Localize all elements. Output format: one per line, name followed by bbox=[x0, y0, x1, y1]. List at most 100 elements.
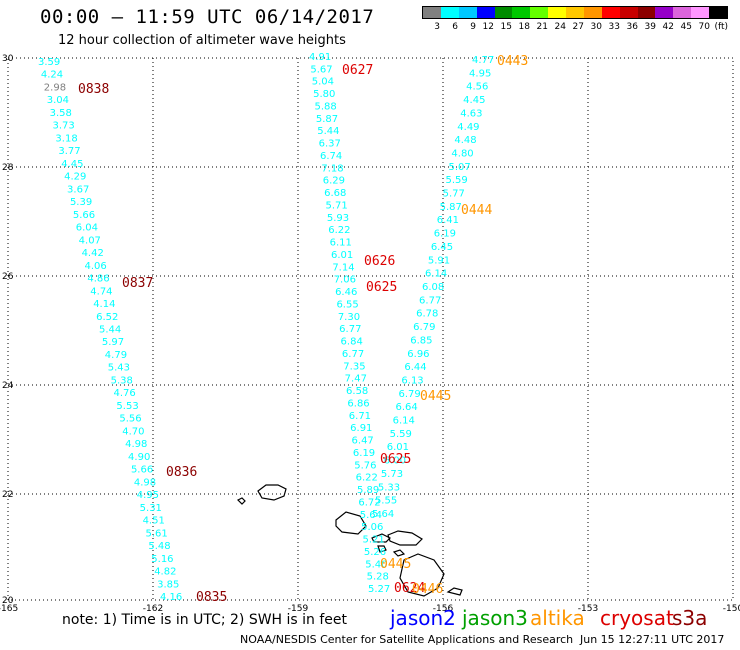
wave-height-value: 5.59 bbox=[390, 429, 412, 440]
wave-height-value: 4.29 bbox=[64, 172, 86, 183]
longitude-label: -150 bbox=[723, 604, 740, 614]
island-outline bbox=[236, 497, 246, 505]
wave-height-value: 6.41 bbox=[437, 215, 459, 226]
wave-height-value: 4.45 bbox=[61, 159, 83, 170]
pass-label-s3a: 0836 bbox=[166, 465, 197, 480]
pass-label-s3a: 0835 bbox=[196, 590, 227, 605]
latitude-label: 26 bbox=[2, 272, 14, 282]
wave-height-value: 5.64 bbox=[372, 509, 394, 520]
pass-label-cryosat: 0626 bbox=[364, 254, 395, 269]
wave-height-value: 5.43 bbox=[108, 363, 130, 374]
wave-height-value: 6.01 bbox=[387, 442, 409, 453]
scale-tick-label: 15 bbox=[500, 22, 512, 32]
wave-height-value: 4.48 bbox=[454, 135, 476, 146]
wave-height-value: 6.74 bbox=[320, 151, 342, 162]
scale-tick-label: 9 bbox=[470, 22, 476, 32]
wave-height-value: 6.84 bbox=[341, 337, 363, 348]
scale-swatch bbox=[494, 7, 513, 18]
wave-height-value: 6.13 bbox=[401, 375, 423, 386]
wave-height-value: 2.98 bbox=[44, 82, 66, 93]
latitude-label: 30 bbox=[2, 54, 14, 64]
wave-height-value: 3.18 bbox=[55, 133, 77, 144]
scale-swatch bbox=[423, 7, 441, 18]
wave-height-readings: 3.59 4.242.98 3.04 3.58 3.733.18 3.77 4.45 4.29… bbox=[38, 52, 494, 603]
pass-label-cryosat: 0625 bbox=[380, 452, 411, 467]
scale-tick-label: 21 bbox=[536, 22, 548, 32]
wave-height-value: 5.56 bbox=[119, 414, 141, 425]
wave-height-value: 3.77 bbox=[58, 146, 80, 157]
wave-height-value: 6.45 bbox=[431, 242, 453, 253]
wave-height-value: 4.95 bbox=[469, 68, 491, 79]
wave-height-value: 6.46 bbox=[335, 287, 357, 298]
footer-note: note: 1) Time is in UTC; 2) SWH is in fe… bbox=[62, 612, 348, 628]
wave-height-value: 5.16 bbox=[151, 554, 173, 565]
pass-label-altika: 0445 bbox=[420, 389, 451, 404]
wave-height-value: 5.06 bbox=[361, 522, 383, 533]
scale-swatch bbox=[673, 7, 692, 18]
wave-height-value: 5.38 bbox=[111, 375, 133, 386]
scale-swatch bbox=[601, 7, 620, 18]
wave-height-value: 6.55 bbox=[336, 299, 358, 310]
wave-height-value: 4.79 bbox=[105, 350, 127, 361]
wave-height-value: 5.87 bbox=[440, 202, 462, 213]
scale-tick-label: 33 bbox=[608, 22, 620, 32]
wave-height-value: 6.47 bbox=[352, 436, 374, 447]
wave-height-value: 6.79 bbox=[413, 322, 435, 333]
wave-height-value: 7.47 bbox=[345, 374, 367, 385]
wave-height-value: 6.52 bbox=[96, 312, 118, 323]
wave-height-value: 6.08 bbox=[422, 282, 444, 293]
wave-height-value: 3.73 bbox=[53, 121, 75, 132]
wave-height-value: 4.51 bbox=[143, 516, 165, 527]
wave-height-value: 4.56 bbox=[466, 82, 488, 93]
wave-height-value: 5.33 bbox=[378, 482, 400, 493]
latitude-label: 22 bbox=[2, 490, 13, 500]
scale-swatch bbox=[440, 7, 459, 18]
wave-height-value: 6.11 bbox=[330, 238, 352, 249]
pass-label-altika: 0445 bbox=[380, 557, 411, 572]
wave-height-value: 4.77 bbox=[472, 55, 494, 66]
island-outline bbox=[377, 545, 387, 553]
map-axis-labels: 30 28 26 24 22 20-165 -162 -159 -156 -153 -150 bbox=[0, 54, 740, 614]
legend-s3a: s3a bbox=[672, 606, 708, 630]
scale-swatch bbox=[709, 7, 727, 18]
wave-height-value: 6.86 bbox=[347, 398, 369, 409]
island-outline bbox=[392, 549, 406, 557]
wave-height-value: 5.66 bbox=[131, 465, 153, 476]
wave-height-value: 6.77 bbox=[339, 324, 361, 335]
wave-height-value: 6.14 bbox=[393, 416, 415, 427]
pass-label-cryosat: 0625 bbox=[366, 280, 397, 295]
wave-height-value: 5.76 bbox=[354, 460, 376, 471]
wave-height-value: 4.49 bbox=[457, 122, 479, 133]
wave-height-value: 5.71 bbox=[325, 200, 347, 211]
scale-tick-label: 30 bbox=[590, 22, 602, 32]
wave-height-value: 5.48 bbox=[148, 541, 170, 552]
island-outline bbox=[371, 533, 392, 543]
wave-height-value: 6.01 bbox=[331, 250, 353, 261]
hawaiian-islands-coastline bbox=[236, 484, 463, 597]
wave-height-value: 5.87 bbox=[316, 114, 338, 125]
pass-label-cryosat: 0624 bbox=[394, 581, 425, 596]
wave-height-value: 5.21 bbox=[363, 535, 385, 546]
pass-label-s3a: 0838 bbox=[78, 82, 109, 97]
wave-height-value: 5.31 bbox=[140, 503, 162, 514]
scale-tick-label: 36 bbox=[626, 22, 638, 32]
wave-height-value: 5.27 bbox=[368, 584, 390, 595]
pass-label-altika: 0446 bbox=[412, 582, 443, 597]
island-outline bbox=[257, 484, 287, 501]
scale-swatch bbox=[637, 7, 656, 18]
scale-swatch bbox=[691, 7, 709, 18]
wave-height-value: 4.24 bbox=[41, 70, 63, 81]
longitude-label: -162 bbox=[143, 604, 163, 614]
wave-height-value: 5.97 bbox=[102, 337, 124, 348]
pass-label-s3a: 0837 bbox=[122, 276, 153, 291]
wave-height-value: 6.72 bbox=[358, 497, 380, 508]
scale-tick-label: 42 bbox=[662, 22, 674, 32]
wave-height-value: 5.55 bbox=[375, 496, 397, 507]
map-title: 00:00 – 11:59 UTC 06/14/2017 bbox=[40, 6, 375, 28]
wave-height-value: 7.06 bbox=[334, 275, 356, 286]
wave-height-value: 4.91 bbox=[309, 52, 331, 63]
scale-swatch bbox=[655, 7, 674, 18]
wave-height-value: 7.35 bbox=[343, 361, 365, 372]
wave-height-value: 6.44 bbox=[404, 362, 426, 373]
